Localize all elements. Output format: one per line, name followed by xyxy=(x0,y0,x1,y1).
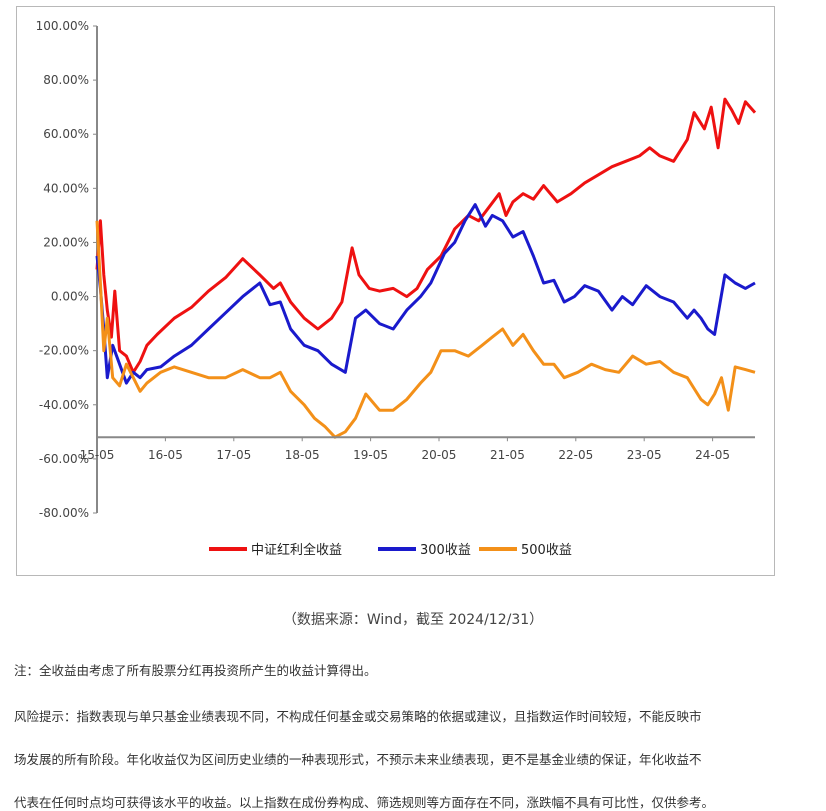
y-tick-label: 80.00% xyxy=(43,73,89,87)
legend-label-1: 300收益 xyxy=(420,543,471,558)
note-line-3: 场发展的所有阶段。年化收益仅为区间历史业绩的一种表现形式，不预示未来业绩表现，更… xyxy=(14,752,702,767)
x-tick-label: 18-05 xyxy=(285,448,320,462)
y-tick-label: -20.00% xyxy=(39,344,89,358)
series-line-1 xyxy=(95,203,756,385)
x-tick-label: 19-05 xyxy=(353,448,388,462)
x-tick-label: 21-05 xyxy=(490,448,525,462)
y-tick-label: -60.00% xyxy=(39,452,89,466)
x-tick-label: 23-05 xyxy=(627,448,662,462)
x-tick-label: 16-05 xyxy=(148,448,183,462)
series-line-0 xyxy=(95,97,757,374)
note-line-4: 代表在任何时点均可获得该水平的收益。以上指数在成份券构成、筛选规则等方面存在不同… xyxy=(14,795,715,810)
x-tick-label: 20-05 xyxy=(422,448,457,462)
note-line-2: 风险提示：指数表现与单只基金业绩表现不同，不构成任何基金或交易策略的依据或建议，… xyxy=(14,709,702,724)
y-tick-label: -40.00% xyxy=(39,398,89,412)
line-chart: 100.00% 80.00% 60.00% 40.00% 20.00% 0.00% -20.… xyxy=(36,19,757,558)
x-tick-label: 24-05 xyxy=(695,448,730,462)
y-tick-label: 40.00% xyxy=(43,181,89,195)
note-line-1: 注：全收益由考虑了所有股票分红再投资所产生的收益计算得出。 xyxy=(14,663,377,678)
y-tick-label: 20.00% xyxy=(43,235,89,249)
x-tick-label: 17-05 xyxy=(216,448,251,462)
legend-label-0: 中证红利全收益 xyxy=(251,542,342,558)
legend-label-2: 500收益 xyxy=(521,543,572,558)
series-line-2 xyxy=(95,220,756,439)
y-tick-label: 60.00% xyxy=(43,127,89,141)
x-tick-label: 15-05 xyxy=(80,448,115,462)
data-source-caption: （数据来源：Wind，截至 2024/12/31） xyxy=(282,612,544,628)
y-tick-label: 0.00% xyxy=(51,290,89,304)
y-tick-label: 100.00% xyxy=(36,19,89,33)
x-tick-label: 22-05 xyxy=(558,448,593,462)
y-tick-label: -80.00% xyxy=(39,506,89,520)
